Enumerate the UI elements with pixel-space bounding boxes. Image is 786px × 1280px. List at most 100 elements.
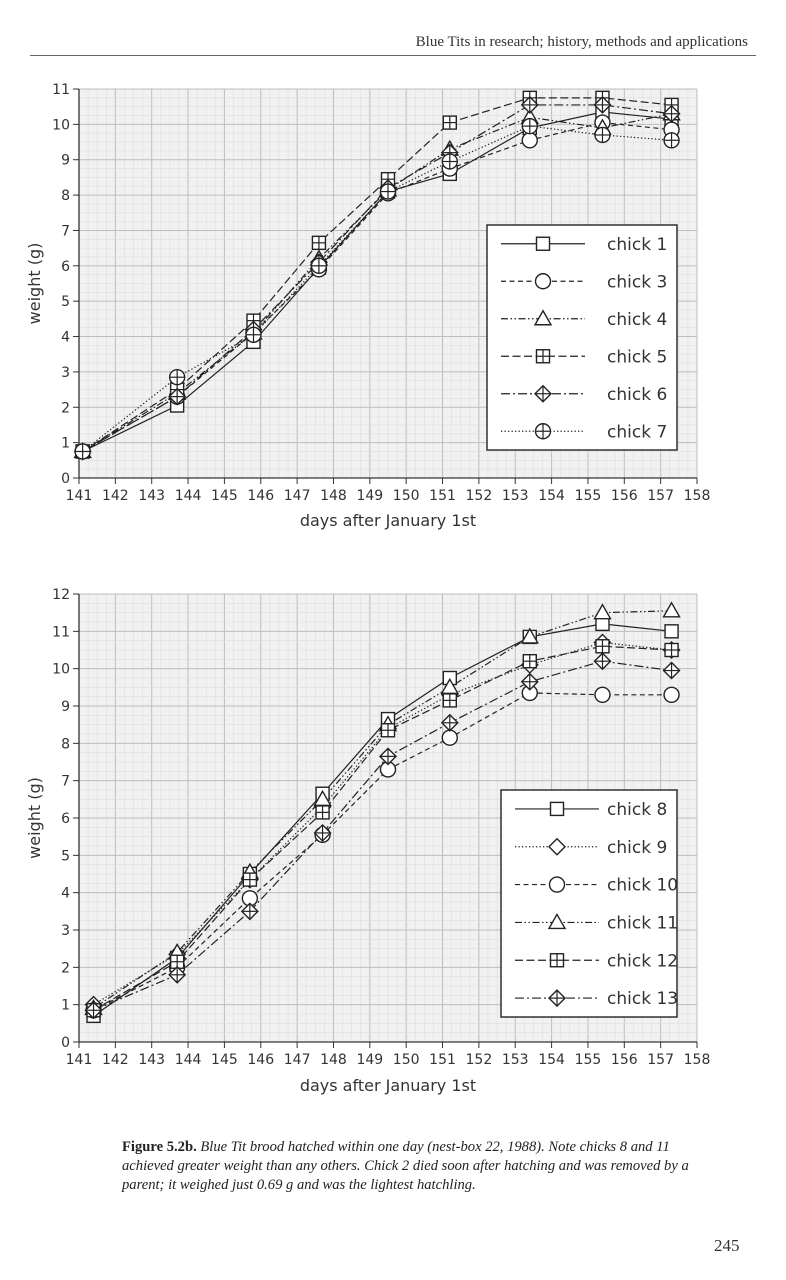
data-point: [311, 235, 327, 251]
y-tick-label: 10: [52, 117, 70, 133]
data-point: [593, 603, 612, 620]
data-point: [240, 902, 259, 921]
legend-item: chick 8: [515, 800, 667, 820]
legend-label: chick 3: [607, 272, 667, 292]
x-tick-label: 157: [647, 488, 674, 504]
data-point: [595, 639, 610, 654]
marker-triangle: [533, 309, 553, 326]
chart-1: 141 142 143 144 145 146 147 148 149 150 151 152 153 1…: [25, 82, 710, 530]
x-tick-label: 144: [175, 1052, 202, 1068]
legend-item: chick 4: [501, 309, 667, 330]
data-point: [664, 642, 679, 658]
data-point: [315, 805, 330, 820]
marker-triangle: [520, 627, 539, 644]
legend-label: chick 5: [607, 347, 667, 367]
x-tick-label: 151: [429, 1052, 456, 1068]
x-tick-label: 145: [211, 488, 238, 504]
legend-box: [500, 789, 678, 1018]
caption-label: Figure 5.2b.: [122, 1139, 197, 1155]
legend-item: chick 3: [501, 272, 667, 292]
legend-item: chick 6: [501, 385, 667, 405]
data-point: [84, 1001, 103, 1020]
data-point: [313, 823, 332, 842]
y-tick-label: 1: [61, 436, 70, 452]
x-tick-label: 153: [502, 1052, 529, 1068]
legend-label: chick 4: [607, 310, 667, 330]
x-tick-label: 146: [247, 1052, 274, 1068]
x-tick-label: 153: [502, 488, 529, 504]
legend-marker: [549, 801, 565, 817]
marker-circle: [441, 729, 458, 746]
marker-circle: [663, 686, 680, 703]
running-head: Blue Tits in research; history, methods …: [415, 34, 748, 50]
series-line: [82, 97, 672, 452]
y-tick-label: 4: [61, 886, 70, 902]
x-tick-label: 141: [66, 488, 93, 504]
legend-item: chick 9: [515, 838, 667, 858]
data-point: [520, 672, 539, 691]
x-tick-label: 155: [575, 488, 602, 504]
data-point: [663, 132, 680, 149]
legend-marker: [534, 423, 552, 440]
y-tick-label: 2: [61, 960, 70, 976]
y-tick-label: 1: [61, 998, 70, 1014]
x-tick-label: 144: [175, 488, 202, 504]
data-point: [664, 624, 679, 639]
x-tick-label: 149: [356, 488, 383, 504]
y-tick-label: 9: [61, 153, 70, 169]
caption-text: Blue Tit brood hatched within one day (n…: [122, 1139, 689, 1193]
x-tick-label: 157: [647, 1052, 674, 1068]
y-tick-label: 8: [61, 736, 70, 752]
figure-caption: Figure 5.2b. Blue Tit brood hatched with…: [122, 1138, 722, 1195]
legend-item: chick 13: [515, 989, 678, 1009]
data-point: [662, 661, 681, 680]
legend-label: chick 7: [607, 422, 667, 442]
y-tick-label: 12: [52, 587, 70, 603]
data-point: [379, 183, 397, 200]
marker-triangle: [662, 601, 681, 618]
x-tick-label: 154: [538, 1052, 565, 1068]
x-tick-label: 156: [611, 1052, 638, 1068]
markers-chick-7: [74, 117, 680, 460]
x-tick-label: 155: [575, 1052, 602, 1068]
x-tick-label: 142: [102, 1052, 129, 1068]
x-tick-label: 148: [320, 488, 347, 504]
data-point: [242, 872, 258, 887]
legend-marker: [533, 309, 553, 326]
marker-square: [549, 801, 565, 817]
legend-marker: [548, 837, 566, 856]
y-tick-label: 5: [61, 294, 70, 310]
legend-item: chick 5: [501, 347, 667, 367]
data-point: [593, 95, 612, 114]
marker-triangle: [593, 603, 612, 620]
y-tick-label: 8: [61, 188, 70, 204]
data-point: [520, 627, 539, 644]
series-line: [82, 125, 672, 452]
data-point: [593, 652, 612, 671]
series-chick-5: [82, 97, 672, 452]
data-point: [379, 747, 397, 766]
x-tick-label: 142: [102, 488, 129, 504]
data-point: [168, 369, 186, 386]
marker-circle: [594, 686, 611, 703]
marker-circle: [521, 132, 538, 149]
legend-label: chick 1: [607, 235, 667, 255]
y-tick-label: 9: [61, 699, 70, 715]
data-point: [310, 257, 328, 275]
x-tick-label: 143: [138, 1052, 165, 1068]
x-tick-label: 152: [466, 488, 493, 504]
data-point: [663, 686, 680, 703]
series-chick-7: [82, 125, 672, 452]
x-tick-label: 151: [429, 488, 456, 504]
legend-label: chick 8: [607, 800, 667, 820]
data-point: [662, 104, 681, 123]
data-point: [520, 95, 539, 114]
marker-square: [535, 236, 551, 251]
y-tick-label: 0: [61, 1035, 70, 1051]
y-tick-label: 2: [61, 400, 70, 416]
data-point: [168, 387, 187, 406]
x-tick-label: 154: [538, 488, 565, 504]
data-point: [442, 693, 457, 708]
marker-triangle: [547, 913, 567, 930]
x-tick-label: 149: [356, 1052, 383, 1068]
